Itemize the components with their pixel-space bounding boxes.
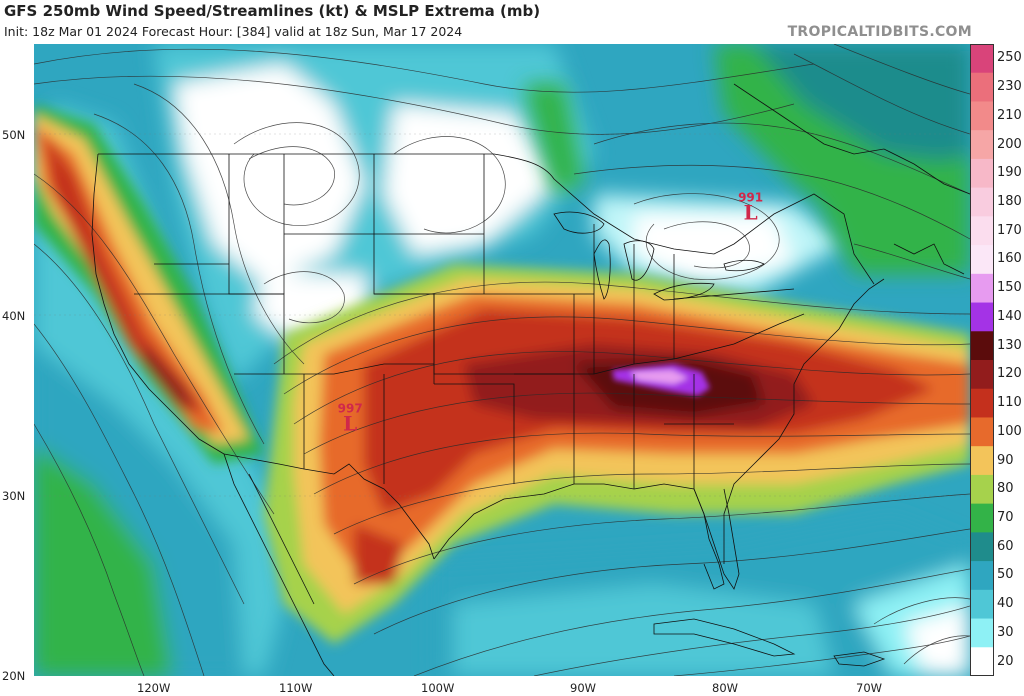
- colorbar-label: 40: [997, 596, 1014, 612]
- colorbar-label: 30: [997, 624, 1014, 640]
- lat-lon-grid: [34, 133, 970, 497]
- political-boundaries: [91, 83, 970, 676]
- colorbar-label: 200: [997, 136, 1022, 152]
- colorbar-swatch: [970, 589, 994, 620]
- colorbar-label: 160: [997, 251, 1022, 267]
- colorbar-border: [970, 44, 994, 676]
- lon-label-70w: 70W: [856, 681, 883, 695]
- pressure-value: 997: [338, 402, 363, 416]
- lat-label-30n: 30N: [2, 489, 26, 503]
- colorbar-swatch: [970, 360, 994, 390]
- lon-label-110w: 110W: [279, 681, 313, 695]
- colorbar-swatch: [970, 245, 994, 275]
- low-pressure-symbol: L: [744, 200, 758, 224]
- colorbar-label: 130: [997, 337, 1022, 353]
- colorbar-label: 250: [997, 50, 1022, 66]
- wind-speed-shading: [34, 44, 970, 676]
- colorbar-label: 140: [997, 308, 1022, 324]
- colorbar-swatch: [970, 302, 994, 332]
- lat-label-50n: 50N: [2, 128, 26, 142]
- lon-label-80w: 80W: [712, 681, 739, 695]
- colorbar-swatch: [970, 72, 994, 102]
- colorbar-label: 190: [997, 165, 1022, 181]
- colorbar-swatch: [970, 216, 994, 246]
- colorbar-label: 170: [997, 222, 1022, 238]
- colorbar-swatch: [970, 618, 994, 648]
- chart-title: GFS 250mb Wind Speed/Streamlines (kt) & …: [4, 2, 541, 20]
- colorbar-label: 230: [997, 79, 1022, 95]
- colorbar-label: 50: [997, 567, 1014, 583]
- colorbar-swatch: [970, 273, 994, 304]
- colorbar-swatch: [970, 101, 994, 131]
- site-credit: TROPICALTIDBITS.COM: [787, 24, 972, 40]
- lon-label-90w: 90W: [570, 681, 597, 695]
- colorbar-label: 90: [997, 452, 1014, 468]
- colorbar-label: 210: [997, 107, 1022, 123]
- pressure-value: 991: [738, 190, 763, 204]
- colorbar-swatch: [970, 331, 994, 361]
- lon-label-120w: 120W: [137, 681, 171, 695]
- colorbar-label: 150: [997, 280, 1022, 296]
- wind-speed-map[interactable]: 991 L 997 L: [34, 44, 970, 676]
- colorbar-label: 100: [997, 423, 1022, 439]
- colorbar-swatch: [970, 647, 994, 677]
- colorbar-swatch: [970, 532, 994, 562]
- colorbar-label: 20: [997, 653, 1014, 669]
- colorbar-swatch: [970, 44, 994, 74]
- colorbar-swatch: [970, 187, 994, 217]
- colorbar-label: 60: [997, 538, 1014, 554]
- lon-label-100w: 100W: [421, 681, 455, 695]
- colorbar-swatch: [970, 503, 994, 533]
- colorbar-swatch: [970, 446, 994, 476]
- init-forecast-info: Init: 18z Mar 01 2024 Forecast Hour: [38…: [4, 24, 463, 39]
- colorbar-swatch: [970, 388, 994, 418]
- colorbar-label: 70: [997, 510, 1014, 525]
- colorbar-swatch: [970, 474, 994, 505]
- colorbar-label: 180: [997, 194, 1022, 209]
- colorbar-label: 80: [997, 481, 1014, 497]
- colorbar-label: 120: [997, 366, 1022, 382]
- colorbar-swatch: [970, 130, 994, 160]
- low-pressure-symbol: L: [343, 412, 357, 436]
- colorbar-swatch: [970, 561, 994, 591]
- lat-label-20n: 20N: [2, 669, 26, 683]
- colorbar-label: 110: [997, 395, 1022, 411]
- colorbar-swatch: [970, 417, 994, 447]
- colorbar-swatch: [970, 158, 994, 189]
- lat-label-40n: 40N: [2, 309, 26, 323]
- wind-speed-colorbar: [970, 44, 1024, 677]
